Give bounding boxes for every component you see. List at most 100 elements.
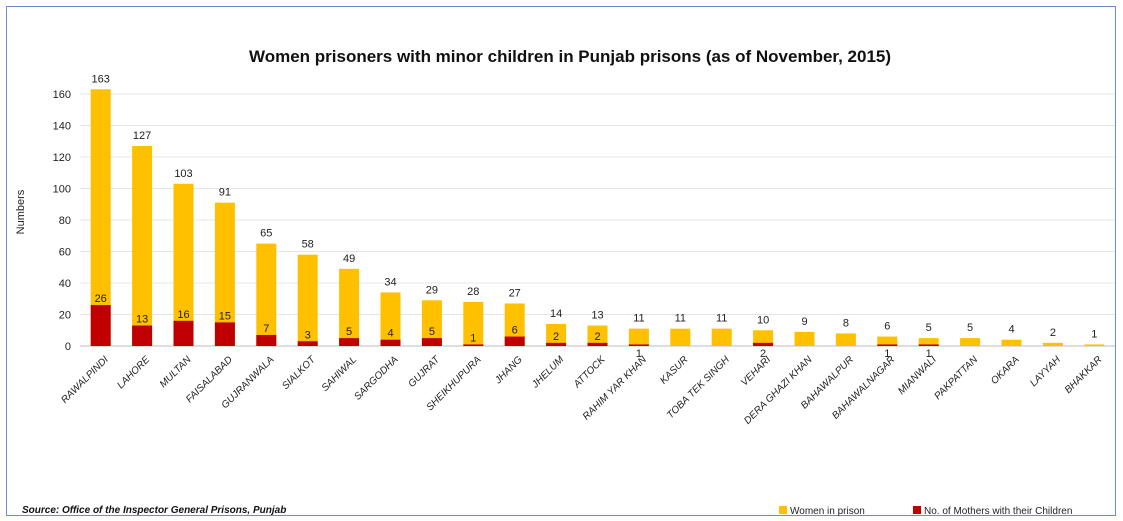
x-axis-categories: RAWALPINDI LAHORE MULTANFAISALABADGUJRANWA… <box>59 353 1104 426</box>
value-label-mothers: 1 <box>470 332 476 344</box>
x-category-label: GUJRAT <box>406 354 442 390</box>
bar-women-in-prison <box>297 254 318 346</box>
value-label-mothers: 1 <box>926 348 932 360</box>
value-label-women: 6 <box>884 321 890 333</box>
bar-women-in-prison <box>90 89 111 347</box>
y-tick-label: 80 <box>59 215 71 227</box>
bar-women-in-prison <box>877 336 898 346</box>
y-axis-ticks: 0 20 40 60 80 100 120 140 160 <box>53 89 71 353</box>
x-category-label: JHANG <box>492 354 525 387</box>
bar-mothers-with-children <box>504 336 525 346</box>
value-label-women: 34 <box>384 276 396 288</box>
y-tick-label: 120 <box>53 152 71 164</box>
value-label-mothers: 3 <box>305 329 311 341</box>
bar-mothers-with-children <box>173 320 194 346</box>
x-category-label: MULTAN <box>158 354 194 390</box>
legend-label-women-in-prison: Women in prison <box>790 506 865 517</box>
value-label-mothers: 5 <box>429 326 435 338</box>
y-tick-label: 100 <box>53 184 71 196</box>
bar-women-in-prison <box>960 338 981 346</box>
value-label-mothers: 15 <box>219 310 231 322</box>
x-category-label: SARGODHA <box>352 354 400 402</box>
bar-women-in-prison <box>463 301 484 346</box>
value-label-women: 10 <box>757 314 769 326</box>
x-category-label: MIANWALI <box>896 354 939 397</box>
value-label-women: 2 <box>1050 327 1056 339</box>
x-category-label: ATTOCK <box>571 353 608 390</box>
value-label-women: 103 <box>174 168 192 180</box>
value-label-women: 91 <box>219 187 231 199</box>
x-category-label: SAHIWAL <box>320 354 359 393</box>
y-tick-label: 60 <box>59 247 71 259</box>
legend-label-mothers: No. of Mothers with their Children <box>924 506 1072 517</box>
bar-mothers-with-children <box>256 334 277 346</box>
bar-women-in-prison <box>173 183 194 346</box>
bar-mothers-with-children <box>90 305 111 346</box>
bar-women-in-prison <box>380 292 401 346</box>
bar-women-in-prison <box>421 300 442 346</box>
bar-women-in-prison <box>1042 342 1063 346</box>
x-category-label: DERA GHAZI KHAN <box>742 354 815 427</box>
bar-women-in-prison <box>794 331 815 346</box>
bar-women-in-prison <box>918 338 939 346</box>
value-label-women: 9 <box>801 316 807 328</box>
bar-mothers-with-children <box>753 342 774 346</box>
value-label-women: 65 <box>260 228 272 240</box>
bar-mothers-with-children <box>587 342 608 346</box>
value-label-mothers: 1 <box>884 348 890 360</box>
value-label-mothers: 4 <box>387 328 393 340</box>
bar-women-in-prison <box>504 303 525 346</box>
value-label-women: 49 <box>343 253 355 265</box>
value-label-women: 11 <box>675 313 686 325</box>
bar-women-in-prison <box>1084 344 1105 346</box>
bar-women-in-prison <box>132 145 153 346</box>
value-label-mothers: 13 <box>136 314 148 326</box>
value-label-mothers: 2 <box>594 331 600 343</box>
value-label-mothers: 1 <box>636 348 642 360</box>
value-label-mothers: 16 <box>177 309 189 321</box>
value-label-mothers: 7 <box>263 323 269 335</box>
bar-women-in-prison <box>587 325 608 346</box>
legend: Women in prison No. of Mothers with their… <box>779 506 1072 517</box>
value-label-women: 27 <box>509 287 521 299</box>
bar-mothers-with-children <box>421 338 442 346</box>
bar-mothers-with-children <box>628 344 649 346</box>
legend-swatch-women-in-prison <box>779 506 787 514</box>
y-tick-label: 20 <box>59 310 71 322</box>
x-category-label: RAWALPINDI <box>59 354 111 406</box>
x-category-label: VEHARI <box>739 354 773 388</box>
x-category-label: LAHORE <box>115 354 152 391</box>
bar-mothers-with-children <box>877 344 898 346</box>
bar-mothers-with-children <box>339 338 360 346</box>
value-label-women: 58 <box>302 239 314 251</box>
bar-women-in-prison <box>214 202 235 346</box>
x-category-label: BHAKKAR <box>1063 354 1105 396</box>
value-label-mothers: 5 <box>346 326 352 338</box>
bar-mothers-with-children <box>132 325 153 346</box>
bar-women-in-prison <box>1001 339 1022 346</box>
chart-title: Women prisoners with minor children in P… <box>249 47 891 66</box>
value-label-women: 163 <box>92 73 110 85</box>
value-label-women: 11 <box>633 313 644 325</box>
x-category-label: PAKPATTAN <box>932 354 980 402</box>
y-axis-label: Numbers <box>15 189 27 234</box>
x-category-label: OKARA <box>989 354 1022 387</box>
bar-mothers-with-children <box>546 342 567 346</box>
bar-women-in-prison <box>256 243 277 346</box>
value-label-women: 29 <box>426 284 438 296</box>
value-label-mothers: 26 <box>95 293 107 305</box>
x-category-label: LAYYAH <box>1028 354 1063 389</box>
value-label-women: 28 <box>467 286 479 298</box>
legend-swatch-mothers <box>913 506 921 514</box>
value-label-women: 11 <box>716 313 727 325</box>
y-tick-label: 160 <box>53 89 71 101</box>
bar-women-in-prison <box>835 333 856 346</box>
gridlines <box>80 93 1115 347</box>
bar-women-in-prison <box>670 328 691 346</box>
x-category-label: SIALKOT <box>280 354 318 392</box>
value-label-women: 127 <box>133 130 151 142</box>
value-label-mothers: 6 <box>512 325 518 337</box>
y-tick-label: 40 <box>59 278 71 290</box>
value-label-mothers: 2 <box>760 348 766 360</box>
